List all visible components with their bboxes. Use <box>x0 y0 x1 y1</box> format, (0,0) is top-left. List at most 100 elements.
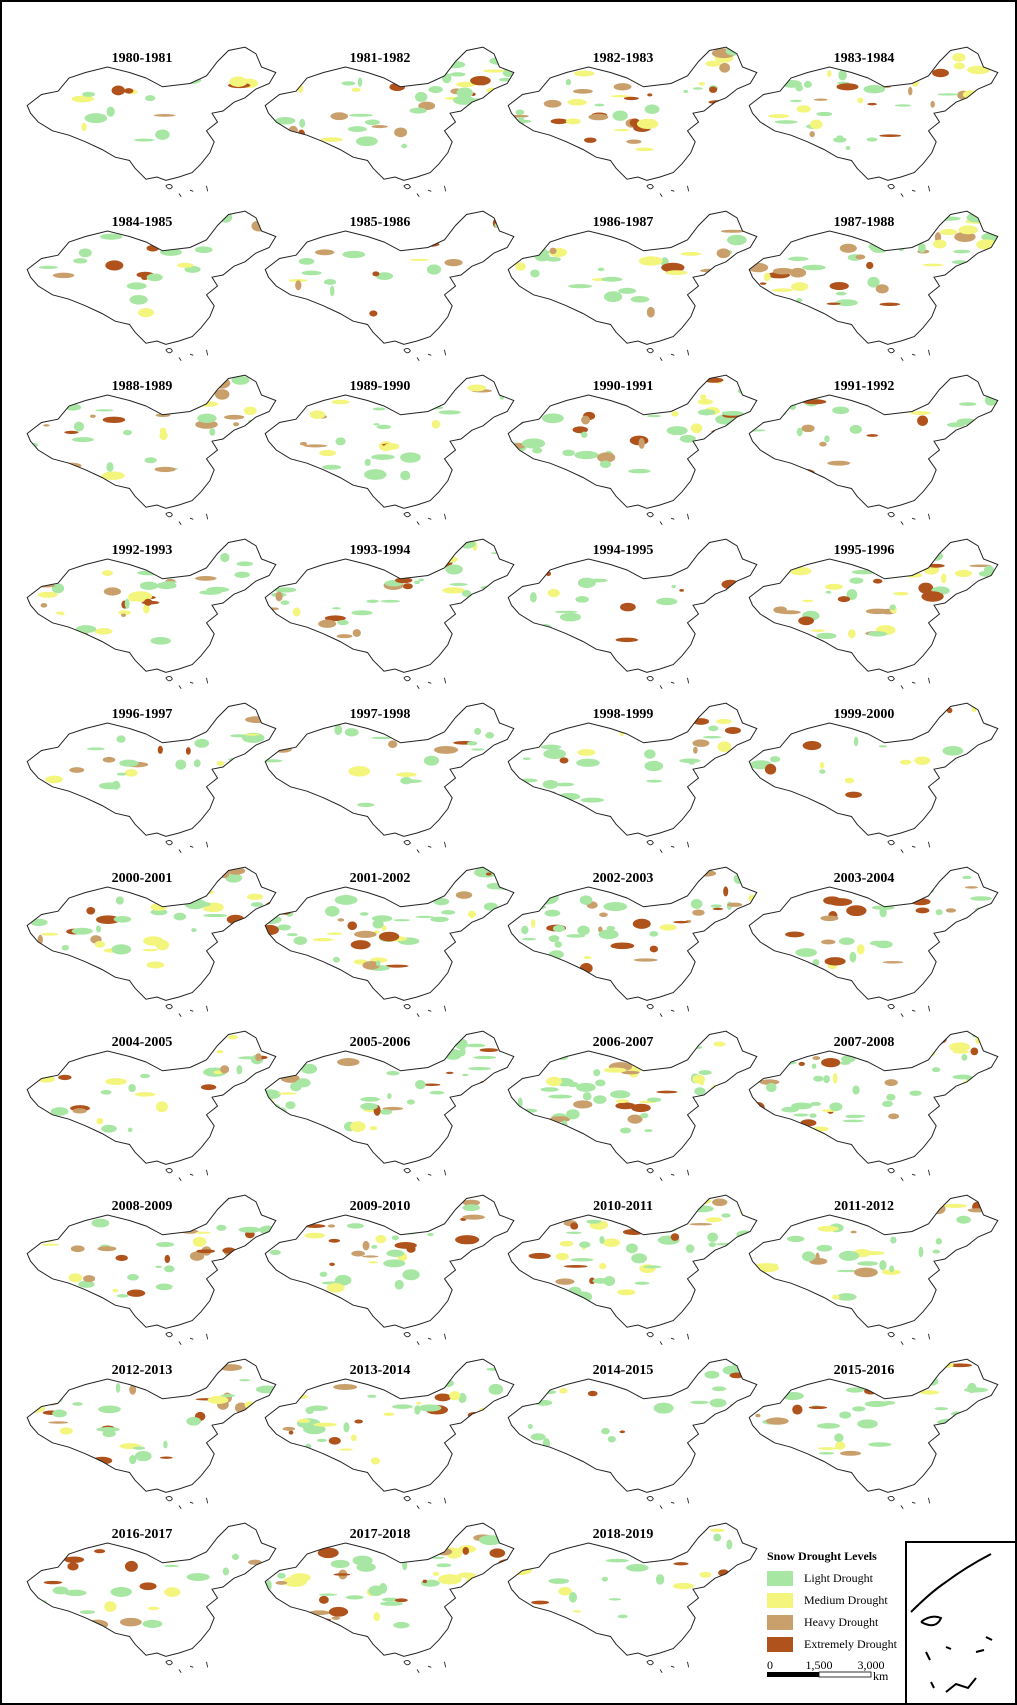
drought-patch <box>282 463 290 467</box>
drought-patch <box>164 1265 175 1272</box>
drought-patch <box>234 572 250 578</box>
drought-patch <box>276 74 292 85</box>
drought-patch <box>351 1434 357 1441</box>
drought-patch <box>919 50 932 60</box>
drought-patch <box>541 1087 559 1092</box>
china-map <box>27 1523 276 1673</box>
china-map <box>27 375 276 525</box>
drought-patch <box>774 138 783 143</box>
drought-patch <box>841 1055 855 1062</box>
drought-patch <box>902 1035 913 1044</box>
drought-patch <box>87 747 105 750</box>
drought-patch <box>697 1203 702 1206</box>
drought-patch <box>639 256 663 265</box>
drought-patch <box>726 1540 732 1550</box>
drought-patch <box>626 140 641 144</box>
drought-patch <box>615 1102 635 1109</box>
drought-patch <box>604 291 622 302</box>
drought-patch <box>144 599 152 606</box>
drought-patch <box>146 961 164 968</box>
drought-patch <box>577 926 590 936</box>
islands <box>647 348 689 360</box>
drought-patch <box>624 97 639 100</box>
drought-patch <box>773 607 783 613</box>
drought-patch <box>338 918 345 921</box>
drought-patch <box>124 88 133 93</box>
drought-patch <box>706 1217 722 1222</box>
drought-patch <box>44 1450 64 1454</box>
drought-patch <box>712 1386 726 1391</box>
drought-patch <box>965 104 972 110</box>
drought-patch <box>886 1094 895 1101</box>
drought-patch <box>430 1204 445 1209</box>
drought-patch <box>67 1562 78 1570</box>
drought-patch <box>73 1108 87 1113</box>
drought-patch <box>98 1246 117 1251</box>
panel-title: 2008-2009 <box>112 1199 173 1214</box>
drought-patch <box>103 757 116 763</box>
china-map <box>22 1194 281 1344</box>
drought-patch <box>129 1455 136 1464</box>
china-map <box>265 211 514 361</box>
drought-patch <box>879 1226 887 1229</box>
drought-patch <box>347 1223 364 1228</box>
drought-patch <box>573 89 593 94</box>
drought-patch <box>982 921 997 932</box>
drought-patch <box>233 422 239 426</box>
china-map <box>27 703 276 853</box>
drought-patch <box>497 92 517 96</box>
drought-patch <box>468 911 476 918</box>
china-map <box>506 375 762 525</box>
drought-patch <box>907 65 913 72</box>
drought-patch <box>819 442 827 447</box>
drought-patch <box>679 589 684 592</box>
drought-patch <box>243 597 255 606</box>
drought-patch <box>266 551 274 555</box>
drought-patch <box>560 757 569 763</box>
drought-patch <box>914 757 930 765</box>
drought-patch <box>392 1235 399 1240</box>
drought-patch <box>251 902 263 907</box>
drought-patch <box>556 783 574 787</box>
drought-patch <box>676 888 689 896</box>
drought-patch <box>837 83 859 90</box>
drought-patch <box>44 1452 58 1463</box>
drought-patch <box>343 1422 349 1432</box>
drought-patch <box>201 1084 216 1090</box>
drought-patch <box>703 736 722 739</box>
drought-patch <box>588 114 608 121</box>
drought-patch <box>487 914 497 925</box>
drought-patch <box>935 1407 948 1410</box>
drought-patch <box>832 407 849 415</box>
drought-patch <box>599 930 619 940</box>
drought-patch <box>106 462 113 472</box>
drought-patch <box>852 1406 865 1411</box>
drought-patch <box>929 551 943 560</box>
drought-patch <box>704 377 723 382</box>
drought-patch <box>96 1118 103 1124</box>
china-map <box>749 539 1004 689</box>
drought-patch <box>692 910 704 916</box>
drought-patch <box>260 1038 277 1045</box>
islands <box>166 676 208 688</box>
panel-title: 2010-2011 <box>593 1199 653 1214</box>
map-panel: 1992-1993 <box>27 539 280 689</box>
drought-patch <box>723 886 728 896</box>
islands <box>166 1332 208 1344</box>
islands <box>888 1168 930 1180</box>
drought-patch <box>174 913 187 921</box>
drought-patch <box>99 782 121 789</box>
drought-patch <box>538 966 551 971</box>
drought-patch <box>264 745 280 750</box>
map-fill <box>27 1359 276 1492</box>
drought-patch <box>820 915 838 921</box>
drought-patch <box>593 1069 600 1076</box>
islands <box>166 348 208 360</box>
drought-patch <box>957 418 977 425</box>
drought-patch <box>485 732 494 739</box>
drought-patch <box>519 1606 532 1611</box>
drought-patch <box>196 1249 215 1253</box>
drought-patch <box>418 579 424 582</box>
drought-patch <box>889 1265 894 1272</box>
drought-patch <box>388 740 397 748</box>
